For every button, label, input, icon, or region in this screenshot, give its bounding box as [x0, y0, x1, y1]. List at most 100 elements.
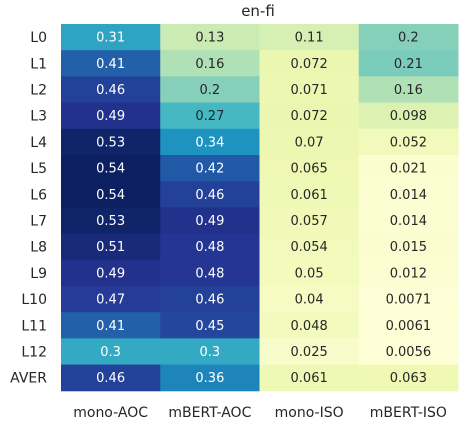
cell-value-label: 0.31	[96, 31, 125, 46]
heatmap-cell	[61, 102, 161, 130]
cell-value-label: 0.42	[195, 162, 224, 177]
cell-value-label: 0.46	[195, 293, 224, 308]
cell-value-label: 0.16	[394, 83, 423, 98]
row-tick-label: L0	[30, 30, 47, 46]
cell-value-label: 0.48	[195, 266, 224, 281]
cell-value-label: 0.16	[195, 57, 224, 72]
heatmap-cell	[61, 128, 161, 156]
row-tick-label: L9	[30, 266, 47, 282]
heatmap-cell	[61, 207, 161, 235]
heatmap-cell	[358, 233, 459, 261]
heatmap-cell	[358, 259, 459, 287]
column-tick-label: mono-AOC	[73, 405, 148, 421]
cell-value-label: 0.27	[195, 109, 224, 124]
cell-value-label: 0.41	[96, 57, 125, 72]
cell-value-label: 0.41	[96, 319, 125, 334]
heatmap-cell	[259, 207, 360, 235]
heatmap-cell	[160, 76, 260, 104]
cell-value-label: 0.13	[195, 31, 224, 46]
cell-value-label: 0.53	[96, 214, 125, 229]
cell-value-label: 0.098	[390, 109, 427, 124]
heatmap-cell	[358, 207, 459, 235]
cell-value-label: 0.063	[390, 371, 427, 386]
heatmap-cell	[160, 312, 260, 339]
heatmap-cell	[160, 128, 260, 156]
heatmap-cell	[61, 259, 161, 287]
heatmap-cell	[160, 24, 260, 51]
heatmap-cell	[259, 102, 360, 130]
row-tick-label: L7	[30, 214, 47, 230]
heatmap-cell	[160, 259, 260, 287]
heatmap-cell	[358, 338, 459, 366]
heatmap-cell	[61, 286, 161, 313]
row-tick-label: L5	[30, 161, 47, 177]
heatmap-cell	[160, 155, 260, 182]
heatmap-cell	[160, 102, 260, 130]
heatmap-cell	[358, 155, 459, 182]
cell-value-label: 0.48	[195, 240, 224, 255]
cell-value-label: 0.072	[291, 109, 328, 124]
cell-value-label: 0.0056	[386, 345, 432, 360]
cell-value-label: 0.45	[195, 319, 224, 334]
heatmap-cell	[259, 24, 360, 51]
heatmap-cell	[358, 286, 459, 313]
heatmap-cell	[358, 50, 459, 77]
heatmap-cell	[160, 233, 260, 261]
column-tick-label: mBERT-AOC	[168, 405, 251, 421]
cell-value-label: 0.53	[96, 135, 125, 150]
cell-value-label: 0.46	[195, 188, 224, 203]
heatmap-cell	[358, 128, 459, 156]
cell-value-label: 0.21	[394, 57, 423, 72]
heatmap-cell	[358, 312, 459, 339]
heatmap-cell	[259, 286, 360, 313]
cell-value-label: 0.065	[291, 162, 328, 177]
row-tick-label: L8	[30, 240, 47, 256]
cell-value-label: 0.3	[100, 345, 121, 360]
cell-value-label: 0.46	[96, 371, 125, 386]
heatmap-cell	[259, 76, 360, 104]
heatmap-cell	[259, 50, 360, 77]
heatmap-cell	[358, 24, 459, 51]
cell-value-label: 0.0071	[386, 293, 432, 308]
heatmap-cell	[61, 50, 161, 77]
heatmap-cell	[61, 364, 161, 392]
cell-value-label: 0.49	[96, 266, 125, 281]
cell-value-label: 0.021	[390, 162, 427, 177]
cell-value-label: 0.025	[291, 345, 328, 360]
row-tick-label: AVER	[10, 371, 47, 387]
heatmap-cell	[259, 338, 360, 366]
cell-value-label: 0.0061	[386, 319, 432, 334]
heatmap-cell	[160, 338, 260, 366]
heatmap-cell	[160, 50, 260, 77]
heatmap-cell	[358, 76, 459, 104]
cell-value-label: 0.061	[291, 188, 328, 203]
cell-value-label: 0.054	[291, 240, 328, 255]
cell-value-label: 0.46	[96, 83, 125, 98]
cell-value-label: 0.49	[96, 109, 125, 124]
heatmap-cell	[358, 181, 459, 208]
heatmap-cell	[61, 233, 161, 261]
heatmap-cell	[61, 76, 161, 104]
row-tick-label: L1	[30, 56, 47, 72]
heatmap-cell	[61, 312, 161, 339]
column-tick-label: mBERT-ISO	[370, 405, 447, 421]
heatmap-cell	[259, 155, 360, 182]
cell-value-label: 0.07	[295, 135, 324, 150]
cell-value-label: 0.048	[291, 319, 328, 334]
cell-value-label: 0.34	[195, 135, 224, 150]
cell-value-label: 0.071	[291, 83, 328, 98]
cell-value-label: 0.057	[291, 214, 328, 229]
cell-value-label: 0.51	[96, 240, 125, 255]
cell-value-label: 0.014	[390, 214, 427, 229]
cell-value-label: 0.012	[390, 266, 427, 281]
heatmap-cell	[160, 286, 260, 313]
heatmap-cell	[61, 338, 161, 366]
heatmap-cell	[259, 233, 360, 261]
heatmap-cell	[160, 364, 260, 392]
heatmap-cell	[61, 155, 161, 182]
cell-value-label: 0.061	[291, 371, 328, 386]
heatmap-cell	[160, 181, 260, 208]
cell-value-label: 0.2	[398, 31, 419, 46]
row-tick-label: L11	[21, 318, 47, 334]
cell-value-label: 0.2	[200, 83, 221, 98]
